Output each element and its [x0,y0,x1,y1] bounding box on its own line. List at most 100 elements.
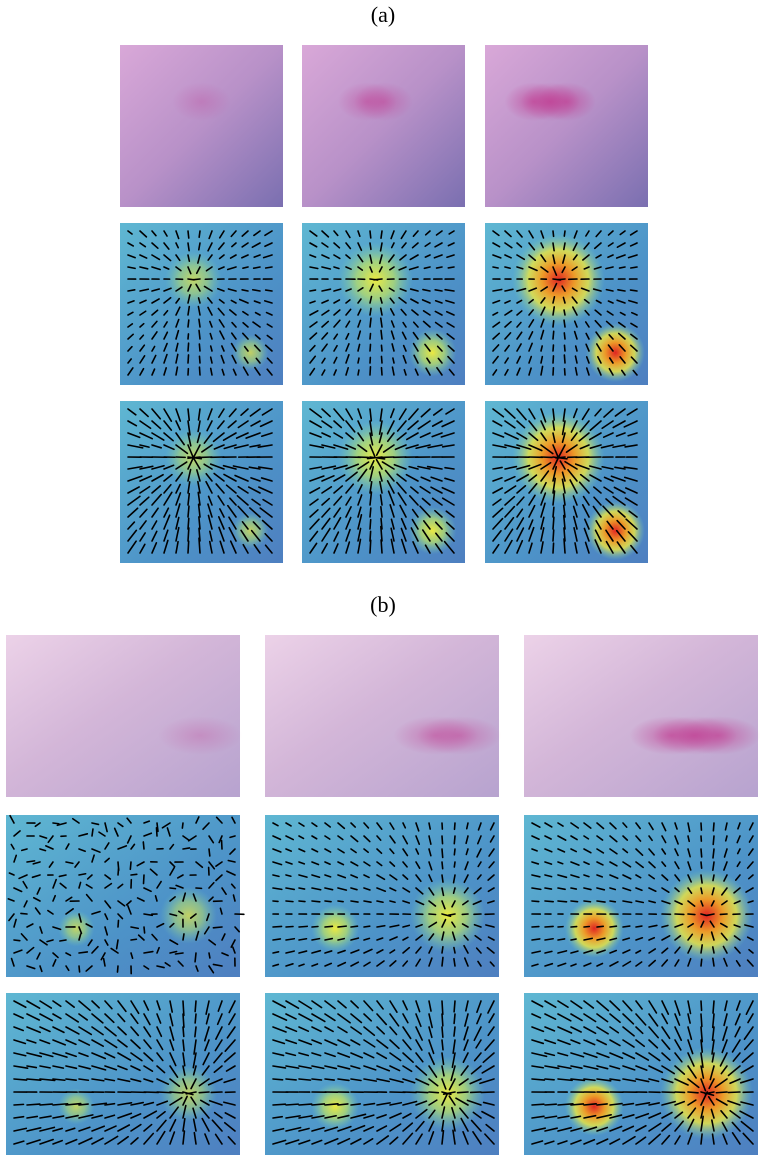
flow-arrow [493,267,498,268]
flow-arrow [545,888,551,889]
flow-arrow [299,901,305,902]
flow-arrow [338,926,346,927]
flow-arrow [156,828,157,836]
flow-arrow [442,849,443,857]
flow-arrow [182,823,183,828]
flow-arrow [553,331,554,339]
magenta-region [629,716,713,755]
image-panel [120,223,283,385]
flow-arrow [370,308,371,315]
flow-arrow [381,356,382,363]
flow-arrow [351,901,358,902]
flow-arrow [312,1104,324,1105]
flow-arrow [713,823,714,831]
flow-arrow [170,1092,183,1093]
flow-arrow [545,926,553,927]
flow-arrow [553,543,554,553]
flow-arrow [199,1092,209,1093]
flow-arrow [188,231,189,238]
satellite-image [302,45,465,207]
flow-arrow [556,457,565,458]
flow-arrow [312,901,320,902]
flow-arrow [183,848,190,849]
flow-arrow [381,345,382,351]
flow-arrow [442,1040,443,1050]
flow-arrow [571,939,576,940]
flow-arrow [358,358,359,363]
flow-arrow [716,1092,727,1093]
flow-arrow [175,953,183,954]
flow-arrow [338,901,343,902]
image-panel [524,635,760,797]
flow-arrow [454,849,455,855]
flow-arrow [381,540,382,553]
flow-arrow [713,849,714,858]
flow-arrow [571,1104,583,1105]
flow-arrow [597,901,605,902]
flow-arrow [553,530,554,541]
flow-arrow [584,1104,596,1105]
flow-arrow [183,1040,184,1051]
flow-arrow [437,267,442,268]
magenta-region [158,716,242,755]
flow-arrow [553,517,554,529]
flow-arrow [454,1001,455,1012]
flow-arrow [442,1014,443,1026]
flow-arrow [381,231,382,238]
flow-arrow [131,939,136,940]
flow-arrow [688,1092,698,1093]
flow-arrow [364,926,370,927]
flow-arrow [286,901,293,902]
flow-arrow [631,267,637,268]
flow-arrow [532,901,539,902]
flow-arrow [170,888,175,889]
flow-arrow [299,1079,310,1080]
subfigure-label: (a) [371,2,395,27]
flow-arrow [623,926,630,927]
flow-arrow [213,927,222,928]
flow-arrow [60,940,66,941]
flow-arrow [21,913,27,914]
flow-arrow [553,507,554,517]
flow-arrow [14,940,20,941]
flow-arrow [429,1092,438,1093]
flow-arrow [442,836,443,844]
flow-arrow [564,345,565,351]
flow-arrow [620,267,625,268]
flow-arrow [564,539,565,553]
heat-blob [311,905,359,953]
flow-arrow [442,1027,443,1037]
flow-arrow [310,290,316,291]
flow-arrow [53,823,59,824]
flow-arrow [713,1001,714,1013]
flow-arrow [558,939,565,940]
flow-arrow [199,319,200,327]
flow-arrow [564,355,565,363]
flow-arrow [370,231,371,238]
heat-blob [232,512,268,548]
flow-arrow [325,926,332,927]
image-panel [302,45,465,207]
magenta-region [338,82,397,121]
flow-arrow [183,1014,184,1027]
flow-arrow [79,952,87,953]
flow-arrow [454,823,455,829]
flow-arrow [199,330,200,339]
satellite-image [485,45,648,207]
flow-arrow [358,370,359,375]
flow-arrow [351,1104,360,1105]
image-panel [6,635,242,797]
flow-arrow [370,243,371,249]
flow-arrow [299,1104,312,1105]
flow-arrow [188,343,189,351]
image-panel [524,815,758,977]
flow-arrow [273,1079,283,1080]
flow-arrow [713,836,714,844]
flow-arrow [564,320,565,327]
image-panel [6,993,240,1155]
flow-arrow [442,875,443,882]
heat-blob [565,899,624,958]
image-panel [265,993,499,1155]
flow-arrow [195,1014,196,1023]
flow-arrow [209,849,210,856]
